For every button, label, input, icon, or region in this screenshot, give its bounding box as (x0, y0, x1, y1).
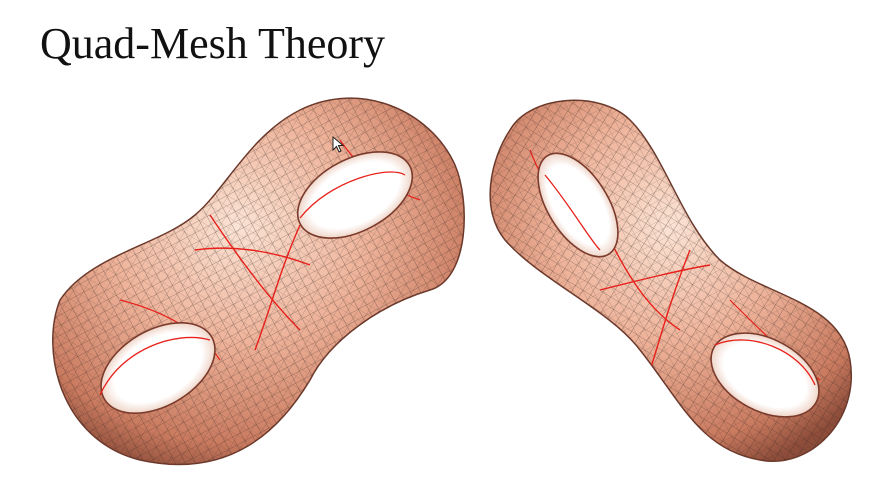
right-double-torus (489, 99, 852, 462)
left-upper-hole (296, 151, 414, 239)
arrow-cursor-icon (332, 136, 345, 153)
right-lower-hole (710, 332, 820, 418)
double-torus-figure (52, 97, 852, 466)
left-double-torus (52, 97, 465, 466)
right-upper-hole (537, 152, 619, 258)
slide-title: Quad-Mesh Theory (40, 19, 385, 68)
left-lower-hole (100, 321, 216, 415)
